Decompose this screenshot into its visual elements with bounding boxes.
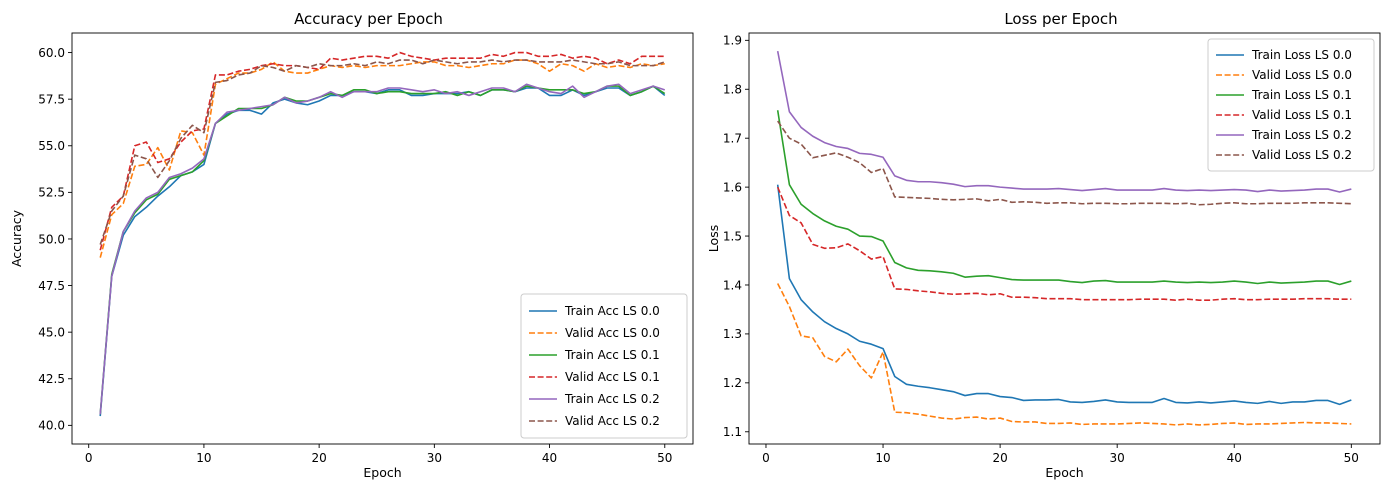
loss-y-ticks: 1.1 1.2 1.3 1.4 1.5 1.6 1.7 1.8 1.9 xyxy=(723,34,749,439)
y-tick-label: 1.3 xyxy=(723,327,742,341)
legend-entry: Train Loss LS 0.2 xyxy=(1251,128,1352,142)
x-tick-label: 20 xyxy=(311,451,326,465)
y-tick-label: 55.0 xyxy=(38,139,65,153)
series-line-1 xyxy=(99,59,665,258)
x-tick-label: 30 xyxy=(1110,451,1125,465)
y-tick-label: 1.1 xyxy=(723,425,742,439)
loss-plot-area xyxy=(776,50,1352,426)
series-line-2 xyxy=(99,85,666,415)
y-tick-label: 1.7 xyxy=(723,131,742,145)
x-tick-label: 10 xyxy=(196,451,211,465)
y-tick-label: 47.5 xyxy=(38,279,65,293)
y-tick-label: 40.0 xyxy=(38,419,65,433)
accuracy-plot-area xyxy=(99,51,666,417)
legend-box xyxy=(520,293,688,439)
y-tick-label: 1.5 xyxy=(723,229,742,243)
x-axis-label: Epoch xyxy=(1045,465,1083,480)
y-tick-label: 52.5 xyxy=(38,186,65,200)
y-axis-label: Loss xyxy=(706,225,721,252)
legend-entry: Valid Loss LS 0.0 xyxy=(1252,68,1352,82)
series-line-5 xyxy=(777,120,1352,206)
chart-title: Accuracy per Epoch xyxy=(294,10,443,28)
accuracy-chart: Accuracy per Epoch Epoch Accuracy 0 10 20 3… xyxy=(9,10,694,480)
y-tick-label: 57.5 xyxy=(38,92,65,106)
accuracy-x-ticks: 0 10 20 30 40 50 xyxy=(85,444,672,465)
series-line-1 xyxy=(776,283,1352,426)
legend-box xyxy=(1207,38,1375,172)
x-tick-label: 10 xyxy=(875,451,890,465)
loss-legend: Train Loss LS 0.0 Valid Loss LS 0.0 Train … xyxy=(1207,38,1375,172)
x-tick-label: 40 xyxy=(1227,451,1242,465)
accuracy-legend: Train Acc LS 0.0 Valid Acc LS 0.0 Train Ac… xyxy=(520,293,688,439)
series-line-2 xyxy=(776,110,1352,286)
x-tick-label: 50 xyxy=(1344,451,1359,465)
series-line-0 xyxy=(776,184,1352,406)
loss-axes-frame xyxy=(748,32,1381,445)
series-line-4 xyxy=(99,83,666,415)
loss-x-ticks: 0 10 20 30 40 50 xyxy=(762,444,1359,465)
series-line-3 xyxy=(99,51,665,251)
y-tick-label: 60.0 xyxy=(38,46,65,60)
y-tick-label: 1.2 xyxy=(723,376,742,390)
x-tick-label: 50 xyxy=(657,451,672,465)
legend-entry: Train Loss LS 0.1 xyxy=(1251,88,1352,102)
legend-entry: Train Acc LS 0.0 xyxy=(564,304,660,318)
legend-entry: Train Loss LS 0.0 xyxy=(1251,48,1352,62)
legend-entry: Valid Loss LS 0.2 xyxy=(1252,148,1352,162)
accuracy-axes-frame xyxy=(71,32,694,445)
loss-chart: Loss per Epoch Epoch Loss 0 10 20 30 40 50 1.… xyxy=(706,10,1381,480)
y-tick-label: 1.8 xyxy=(723,83,742,97)
legend-entry: Valid Acc LS 0.2 xyxy=(565,414,660,428)
y-tick-label: 1.6 xyxy=(723,180,742,194)
y-tick-label: 1.4 xyxy=(723,278,742,292)
series-line-3 xyxy=(776,186,1352,301)
x-tick-label: 0 xyxy=(85,451,93,465)
y-tick-label: 45.0 xyxy=(38,325,65,339)
accuracy-y-ticks: 40.0 42.5 45.0 47.5 50.0 52.5 55.0 57.5 60.0 xyxy=(38,46,72,433)
series-line-5 xyxy=(99,59,666,245)
series-line-4 xyxy=(776,50,1352,193)
chart-title: Loss per Epoch xyxy=(1004,10,1117,28)
legend-entry: Valid Acc LS 0.1 xyxy=(565,370,660,384)
y-axis-label: Accuracy xyxy=(9,209,24,267)
y-tick-label: 1.9 xyxy=(723,34,742,48)
x-tick-label: 0 xyxy=(762,451,770,465)
y-tick-label: 42.5 xyxy=(38,372,65,386)
legend-entry: Train Acc LS 0.1 xyxy=(564,348,660,362)
x-tick-label: 40 xyxy=(542,451,557,465)
legend-entry: Valid Loss LS 0.1 xyxy=(1252,108,1352,122)
x-tick-label: 20 xyxy=(992,451,1007,465)
y-tick-label: 50.0 xyxy=(38,232,65,246)
x-tick-label: 30 xyxy=(427,451,442,465)
legend-entry: Train Acc LS 0.2 xyxy=(564,392,660,406)
x-axis-label: Epoch xyxy=(363,465,401,480)
legend-entry: Valid Acc LS 0.0 xyxy=(565,326,660,340)
